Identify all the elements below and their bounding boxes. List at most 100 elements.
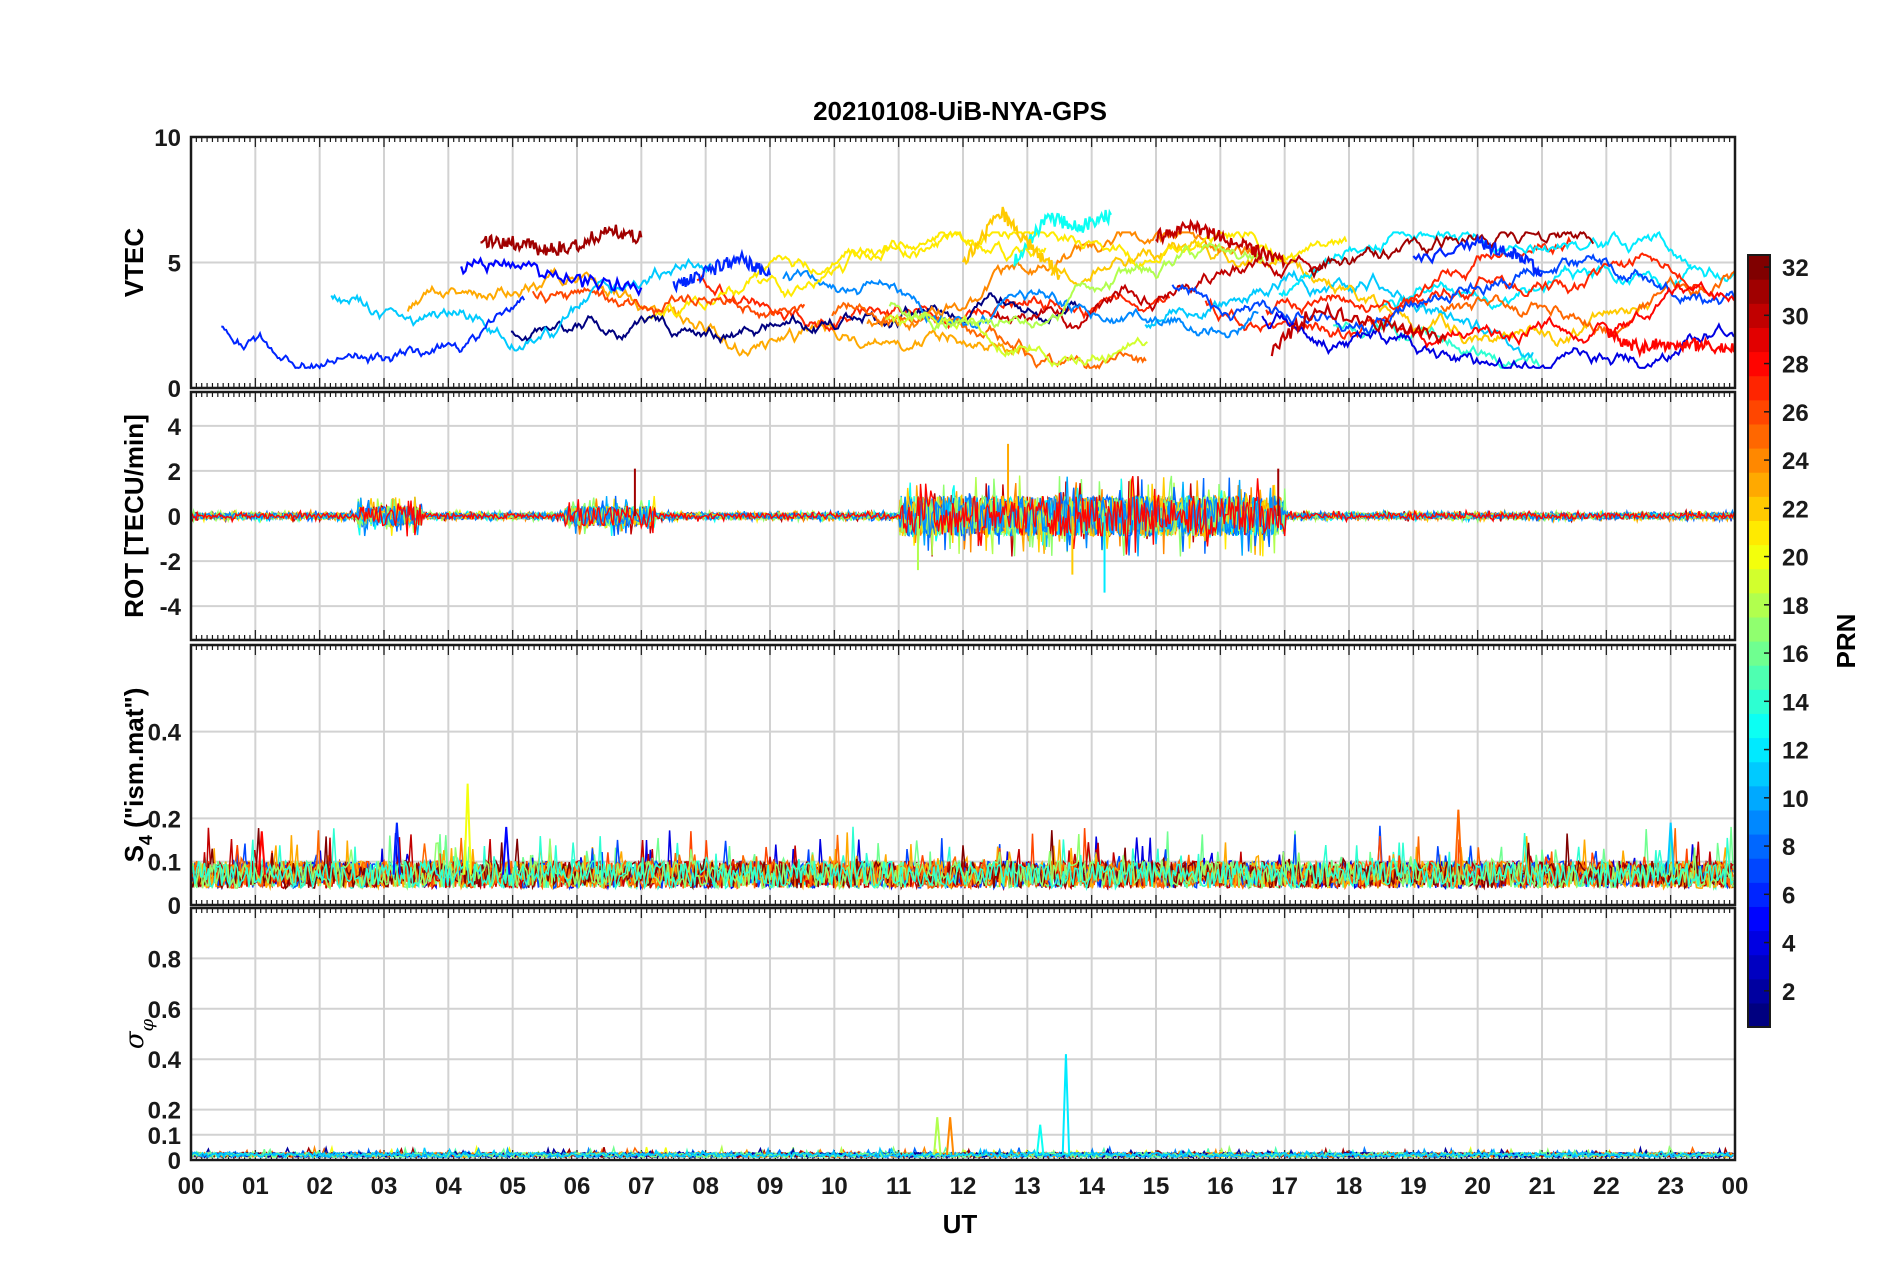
- vtec-trace-decor: [1381, 263, 1692, 311]
- y-axis-label-sigma_phi: σφ: [120, 1018, 158, 1049]
- colorbar-tick-label: 22: [1782, 496, 1809, 523]
- s4-trace-decor: [191, 826, 1734, 892]
- s4-peak-prn-5: [502, 826, 511, 875]
- panel-rot: -4 -2 0 2 4 ROT [TECU/min]: [119, 390, 1737, 642]
- y-tick-label: 0.8: [148, 946, 181, 973]
- colorbar-tick-label: 26: [1782, 400, 1809, 427]
- x-tick-label: 09: [757, 1173, 784, 1200]
- vtec-trace-decor: [756, 230, 1348, 299]
- x-tick-label: 23: [1657, 1173, 1684, 1200]
- colorbar-swatch: [1748, 834, 1770, 859]
- y-tick-label: 0: [168, 504, 181, 531]
- vtec-trace-decor: [992, 254, 1324, 330]
- sigma_phi-peak-prn-12: [1061, 1054, 1071, 1155]
- colorbar-swatch: [1748, 375, 1770, 401]
- s4-peak-prn-20: [463, 783, 472, 875]
- sigma_phi-peak-prn-13: [1035, 1124, 1045, 1156]
- colorbar-swatch: [1748, 882, 1770, 907]
- colorbar-tick-label: 6: [1782, 882, 1795, 909]
- x-axis-label: UT: [943, 1209, 978, 1239]
- x-tick-label: 14: [1078, 1173, 1105, 1200]
- colorbar-swatch: [1748, 327, 1770, 353]
- vtec-trace-decor: [1144, 269, 1534, 359]
- y-tick-label: 0.2: [148, 1098, 181, 1125]
- vtec-trace-decor: [831, 301, 1147, 370]
- colorbar-tick-label: 14: [1782, 689, 1809, 716]
- y-tick-label: 0: [168, 376, 181, 403]
- s4-peak-prn-28: [257, 831, 266, 875]
- x-tick-label: 22: [1593, 1173, 1620, 1200]
- colorbar-tick-label: 20: [1782, 545, 1809, 572]
- chart-title: 20210108-UiB-NYA-GPS: [813, 96, 1107, 126]
- s4-peak-prn-25: [1454, 809, 1463, 875]
- vtec-trace-decor: [888, 241, 1264, 332]
- vtec-trace-decor: [1050, 237, 1650, 348]
- series-layer-s4: [191, 783, 1734, 892]
- y-tick-label: 0.6: [148, 997, 181, 1024]
- y-axis-label-s4: S4 ("ism.mat"): [119, 688, 156, 863]
- colorbar-swatch: [1748, 978, 1770, 1004]
- colorbar-tick-label: 18: [1782, 593, 1809, 620]
- y-tick-label: 0.4: [148, 1047, 182, 1074]
- vtec-series-prn-6: [672, 248, 772, 294]
- x-tick-label: 07: [628, 1173, 655, 1200]
- y-tick-label: 0.1: [148, 1123, 181, 1150]
- vtec-series-prn-30: [1155, 218, 1286, 270]
- colorbar-label: PRN: [1831, 614, 1861, 669]
- colorbar-swatch: [1748, 520, 1770, 546]
- axes-box-s4: [189, 643, 1737, 907]
- vtec-series-prn-22: [961, 206, 1061, 280]
- vtec-trace-decor: [330, 257, 712, 352]
- vtec-trace-decor: [1308, 230, 1595, 280]
- vtec-trace-decor: [782, 268, 1259, 339]
- colorbar-swatch: [1748, 954, 1770, 980]
- colorbar-tick-label: 30: [1782, 303, 1809, 330]
- series-layer-rot: [191, 443, 1735, 593]
- vtec-trace-decor: [1440, 269, 1735, 338]
- y-tick-label: 2: [168, 459, 181, 486]
- s4-peak-prn-6: [392, 822, 402, 875]
- sigma_phi-peak-prn-24: [945, 1117, 955, 1156]
- colorbar-swatch: [1748, 399, 1770, 425]
- colorbar-swatch: [1748, 737, 1770, 763]
- x-tick-label: 21: [1529, 1173, 1556, 1200]
- y-tick-label: 0: [168, 893, 181, 920]
- x-tick-label: 00: [178, 1173, 205, 1200]
- colorbar-swatch: [1748, 351, 1770, 377]
- axes-box-vtec: [189, 135, 1737, 390]
- sigma_phi-trace-decor: [191, 1144, 1734, 1160]
- colorbar-tick-label: 16: [1782, 641, 1809, 668]
- panel-vtec: 0 5 10 VTEC: [119, 125, 1737, 403]
- x-tick-label: 20: [1464, 1173, 1491, 1200]
- y-tick-label: 5: [168, 251, 181, 278]
- axes-box-rot: [189, 390, 1737, 642]
- colorbar-swatch: [1748, 448, 1770, 473]
- x-tick-label: 16: [1207, 1173, 1234, 1200]
- vtec-trace-decor: [510, 292, 1081, 345]
- colorbar-swatch: [1748, 689, 1770, 714]
- vtec-trace-decor: [866, 230, 1258, 332]
- y-tick-label: -4: [160, 594, 182, 621]
- vtec-trace-decor: [1171, 253, 1735, 337]
- vtec-trace-decor: [1398, 280, 1735, 349]
- colorbar-swatch: [1748, 906, 1770, 932]
- panel-sigma_phi: 00.10.2 0.4 0.6 0.8 σφ 00 01 02 03 04 05 06 07 08 09 10…: [120, 906, 1748, 1200]
- series-layer-vtec: [221, 206, 1735, 370]
- y-tick-label: 0: [168, 1148, 181, 1175]
- colorbar-swatch: [1748, 761, 1770, 787]
- panel-s4: 0 0.1 0.2 0.4S4 ("ism.mat"): [119, 643, 1737, 920]
- x-tick-label: 12: [950, 1173, 977, 1200]
- y-tick-label: 0.1: [148, 850, 181, 877]
- x-tick-label: 04: [435, 1173, 462, 1200]
- vtec-series-prn-30: [1270, 301, 1447, 357]
- x-tick-label: 02: [306, 1173, 333, 1200]
- colorbar-swatch: [1748, 303, 1770, 328]
- x-tick-label: 01: [242, 1173, 269, 1200]
- colorbar-tick-label: 28: [1782, 352, 1809, 379]
- colorbar-swatch: [1748, 568, 1770, 594]
- y-tick-label: 0.4: [148, 720, 182, 747]
- x-tick-label: 10: [821, 1173, 848, 1200]
